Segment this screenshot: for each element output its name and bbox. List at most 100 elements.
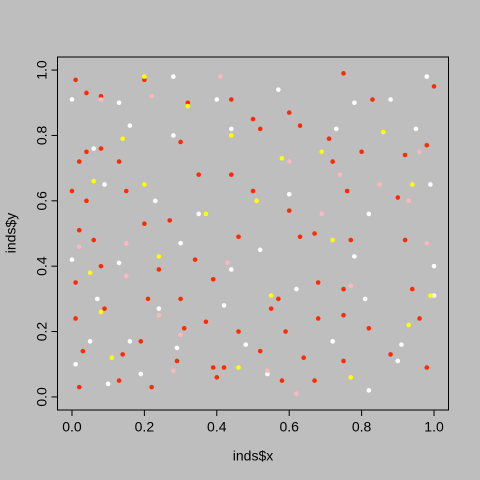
point	[95, 296, 100, 302]
point	[178, 139, 183, 145]
point	[91, 237, 97, 243]
point	[330, 159, 335, 164]
point	[319, 211, 325, 217]
point	[145, 296, 151, 302]
point	[265, 368, 270, 374]
y-tick-label: 0.2	[34, 322, 50, 342]
point	[409, 182, 415, 187]
y-tick-label: 0.8	[34, 126, 50, 146]
point	[127, 339, 133, 344]
point	[265, 371, 270, 377]
point	[210, 276, 216, 282]
point	[156, 312, 162, 318]
point	[257, 126, 263, 132]
point	[203, 211, 209, 217]
point	[221, 303, 227, 308]
y-tick-label: 1.0	[34, 60, 50, 80]
point	[167, 218, 173, 223]
point	[366, 325, 372, 331]
point	[424, 142, 430, 148]
point	[388, 352, 393, 357]
point	[301, 355, 306, 361]
point	[203, 319, 209, 325]
point	[424, 365, 430, 370]
x-axis-label: inds$x	[233, 448, 273, 464]
point	[228, 172, 234, 177]
point	[123, 188, 129, 194]
point	[333, 126, 339, 132]
point	[431, 263, 437, 269]
point	[352, 100, 357, 106]
point	[257, 348, 263, 354]
point	[156, 267, 162, 272]
point	[286, 191, 292, 197]
plot-box	[57, 56, 449, 411]
point	[214, 97, 220, 102]
x-tick-label: 0.0	[62, 419, 82, 435]
point	[76, 227, 82, 233]
point	[341, 286, 346, 292]
point	[236, 329, 241, 334]
point	[84, 149, 89, 155]
point	[73, 280, 78, 285]
point	[178, 332, 183, 338]
point	[76, 159, 82, 164]
point	[76, 384, 82, 390]
point	[84, 90, 89, 96]
y-tick-label: 0.4	[34, 256, 50, 276]
point	[286, 110, 292, 115]
point	[337, 172, 343, 177]
point	[286, 208, 292, 213]
point	[312, 231, 317, 236]
point	[362, 296, 368, 302]
point	[399, 342, 404, 347]
point	[73, 361, 78, 367]
point	[185, 100, 191, 106]
point	[196, 211, 201, 217]
point	[228, 97, 234, 102]
point	[228, 267, 234, 272]
point	[69, 257, 75, 262]
point	[388, 97, 393, 102]
point	[138, 339, 144, 344]
point	[116, 159, 122, 164]
point	[312, 378, 317, 383]
point	[406, 322, 411, 328]
point	[127, 123, 133, 128]
point	[279, 156, 285, 161]
point	[352, 254, 357, 259]
point	[69, 97, 75, 102]
point	[236, 234, 241, 240]
x-tick-label: 0.6	[279, 419, 299, 435]
point	[181, 325, 187, 331]
point	[315, 316, 321, 321]
point	[109, 355, 115, 361]
point	[268, 293, 274, 298]
point	[225, 260, 230, 266]
point	[268, 306, 274, 311]
point	[214, 375, 220, 380]
point	[413, 126, 419, 132]
point	[178, 241, 183, 246]
point	[192, 257, 198, 262]
point	[294, 391, 299, 396]
point	[257, 247, 263, 253]
point	[98, 309, 104, 315]
point	[171, 368, 176, 374]
y-tick-label: 0.6	[34, 191, 50, 211]
point	[105, 381, 111, 387]
point	[142, 221, 147, 226]
point	[116, 378, 122, 383]
point	[370, 97, 375, 102]
point	[174, 345, 180, 351]
point	[381, 129, 386, 135]
point	[341, 71, 346, 76]
point	[254, 198, 259, 204]
point	[98, 146, 104, 151]
point	[417, 149, 422, 155]
point	[120, 352, 125, 357]
point	[417, 316, 422, 321]
point	[69, 188, 75, 194]
point	[73, 316, 78, 321]
